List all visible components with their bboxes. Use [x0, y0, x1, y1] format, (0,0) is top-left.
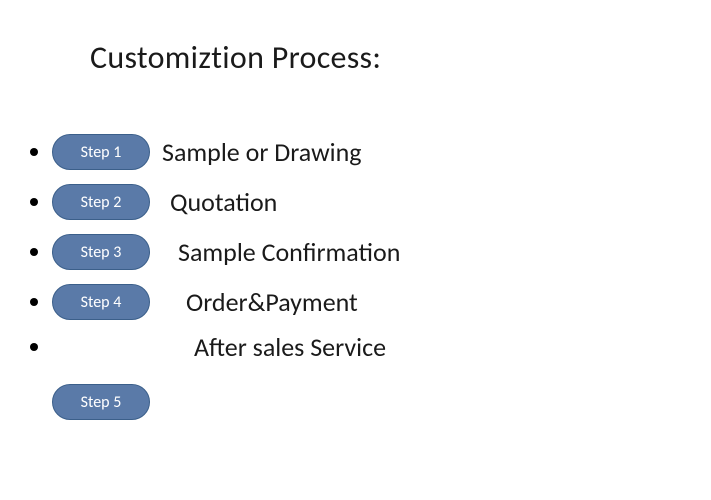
bullet-icon — [30, 298, 38, 306]
list-item: Step 4 Order&Payment — [30, 277, 711, 327]
step-description: Sample Confirmation — [178, 236, 400, 268]
step-description: Order&Payment — [186, 286, 358, 318]
list-item: After sales Service — [30, 327, 711, 367]
bullet-icon — [30, 343, 38, 351]
step-description: Quotation — [170, 186, 277, 218]
bullet-icon — [30, 198, 38, 206]
page: Customiztion Process: Step 1 Sample or D… — [0, 0, 711, 500]
list-item: Step 1 Sample or Drawing — [30, 127, 711, 177]
step-badge: Step 4 — [52, 284, 150, 320]
bullet-icon — [30, 148, 38, 156]
list-item: Step 3 Sample Confirmation — [30, 227, 711, 277]
process-list: Step 1 Sample or Drawing Step 2 Quotatio… — [30, 127, 711, 367]
step-badge: Step 3 — [52, 234, 150, 270]
step-description: After sales Service — [194, 331, 386, 363]
step-badge: Step 5 — [52, 384, 150, 420]
step-description: Sample or Drawing — [162, 136, 362, 168]
step-badge: Step 1 — [52, 134, 150, 170]
bullet-icon — [30, 248, 38, 256]
list-item: Step 2 Quotation — [30, 177, 711, 227]
page-title: Customiztion Process: — [90, 38, 711, 77]
step-badge: Step 2 — [52, 184, 150, 220]
